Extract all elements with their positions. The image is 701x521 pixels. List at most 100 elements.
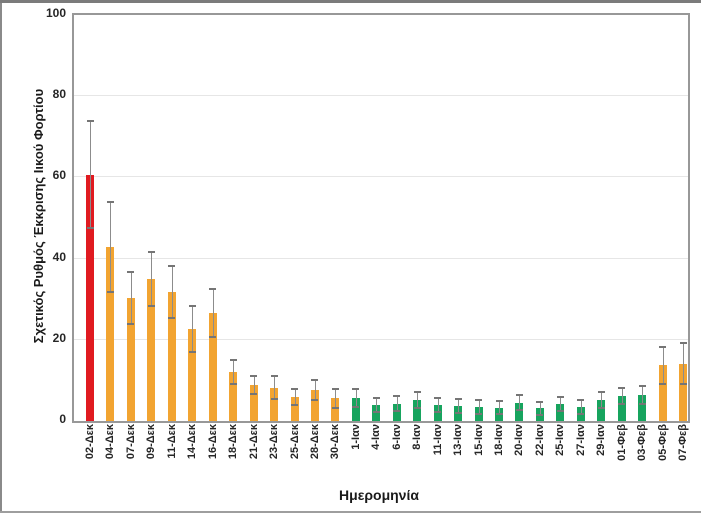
bar xyxy=(515,402,524,421)
x-tick-label: 27-Ιαν xyxy=(574,424,587,456)
error-bar xyxy=(580,400,582,415)
error-bar-cap xyxy=(638,402,646,405)
error-bar-cap xyxy=(475,412,483,415)
error-bar-cap xyxy=(250,374,258,377)
gridline xyxy=(74,176,688,178)
error-bar-cap xyxy=(188,350,196,353)
error-bar-cap xyxy=(250,393,258,396)
error-bar xyxy=(130,271,132,325)
y-tick-label: 40 xyxy=(52,249,66,264)
error-bar-cap xyxy=(638,384,646,387)
error-bar-cap xyxy=(229,358,237,361)
error-bar-cap xyxy=(229,383,237,386)
bar xyxy=(208,313,217,421)
error-bar-cap xyxy=(311,379,319,381)
error-bar-cap xyxy=(475,398,483,401)
x-axis-title: Ημερομηνία xyxy=(339,487,419,503)
error-bar-cap xyxy=(270,375,278,378)
error-bar-cap xyxy=(536,413,544,416)
error-bar xyxy=(560,396,562,412)
x-tick-label: 13-Ιαν xyxy=(452,424,465,456)
gridline xyxy=(74,338,688,340)
error-bar xyxy=(171,266,173,319)
bar xyxy=(658,365,667,421)
error-bar xyxy=(110,202,112,293)
bar xyxy=(270,387,279,421)
x-tick-label: 03-Φεβ xyxy=(636,424,649,461)
y-tick-label: 20 xyxy=(52,330,66,345)
error-bar-cap xyxy=(168,317,176,320)
bar xyxy=(679,363,688,421)
error-bar-cap xyxy=(495,400,503,403)
error-bar-cap xyxy=(86,119,94,122)
gridline xyxy=(74,257,688,259)
error-bar xyxy=(294,388,296,406)
error-bar-cap xyxy=(597,391,605,394)
x-tick-label: 01-Φεβ xyxy=(615,424,628,461)
error-bar xyxy=(396,396,398,411)
error-bar-cap xyxy=(372,411,380,414)
error-bar-cap xyxy=(618,402,626,405)
bar xyxy=(167,292,176,421)
error-bar xyxy=(662,347,664,384)
error-bar-cap xyxy=(659,346,667,349)
bar xyxy=(188,328,197,421)
y-tick-label: 0 xyxy=(59,412,66,426)
frame-bottom-border xyxy=(0,511,701,513)
x-tick-label: 09-Δεκ xyxy=(145,424,158,460)
error-bar-cap xyxy=(393,395,401,398)
error-bar-cap xyxy=(679,383,687,386)
error-bar xyxy=(274,376,276,400)
y-tick-label: 60 xyxy=(52,168,66,183)
gridline xyxy=(74,95,688,97)
x-tick-label: 28-Δεκ xyxy=(308,424,321,460)
x-tick-label: 6-Ιαν xyxy=(390,424,403,450)
bar xyxy=(556,403,565,421)
bar xyxy=(147,278,156,421)
y-tick-label: 100 xyxy=(45,6,66,20)
error-bar-cap xyxy=(331,406,339,409)
error-bar-cap xyxy=(577,399,585,402)
error-bar-cap xyxy=(147,305,155,308)
error-bar-cap xyxy=(659,382,667,385)
error-bar-cap xyxy=(291,404,298,407)
error-bar xyxy=(539,401,541,415)
error-bar-cap xyxy=(577,413,585,416)
bar xyxy=(310,390,319,421)
frame-left-border xyxy=(0,3,2,512)
error-bar xyxy=(437,397,439,412)
bar xyxy=(290,397,299,421)
bar xyxy=(106,247,115,421)
bar xyxy=(433,404,442,421)
error-bar-cap xyxy=(413,407,421,410)
x-tick-label: 05-Φεβ xyxy=(656,424,669,461)
error-bar-cap xyxy=(372,396,380,399)
x-tick-label: 22-Ιαν xyxy=(533,424,546,456)
bar xyxy=(392,403,401,421)
error-bar-cap xyxy=(434,410,442,413)
error-bar-cap xyxy=(618,386,626,389)
error-bar xyxy=(621,387,623,404)
error-bar-cap xyxy=(331,387,339,390)
error-bar xyxy=(683,343,685,385)
error-bar-cap xyxy=(168,265,176,268)
x-tick-label: 15-Ιαν xyxy=(472,424,485,456)
error-bar xyxy=(519,395,521,411)
error-bar-cap xyxy=(515,409,523,412)
error-bar xyxy=(314,380,316,401)
error-bar-cap xyxy=(106,201,114,204)
error-bar-cap xyxy=(106,291,114,294)
x-tick-label: 4-Ιαν xyxy=(370,424,383,450)
error-bar xyxy=(376,397,378,413)
error-bar xyxy=(151,251,153,307)
x-tick-label: 8-Ιαν xyxy=(411,424,424,450)
error-bar-cap xyxy=(127,270,135,273)
error-bar xyxy=(499,401,500,415)
error-bar-cap xyxy=(597,407,605,410)
x-tick-label: 25-Ιαν xyxy=(554,424,567,456)
frame-top-border xyxy=(0,0,701,3)
error-bar xyxy=(233,359,235,385)
x-tick-label: 21-Δεκ xyxy=(247,424,260,460)
bar xyxy=(413,400,422,421)
